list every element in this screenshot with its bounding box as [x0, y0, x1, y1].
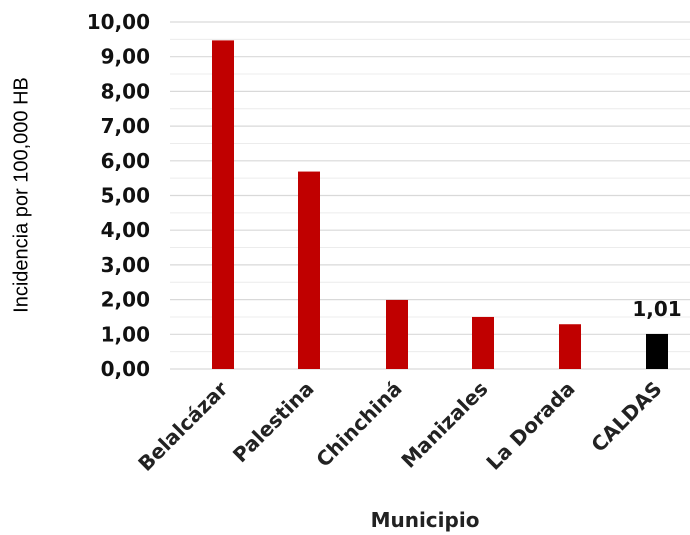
y-tick-label: 10,00 — [87, 10, 150, 34]
bar-palestina — [298, 171, 320, 369]
x-tick-label: CALDAS — [586, 377, 666, 457]
y-tick-label: 2,00 — [101, 288, 150, 312]
data-labels: 1,01 — [632, 297, 681, 321]
y-axis-label: Incidencia por 100,000 HB — [10, 77, 33, 313]
x-tick-label: Palestina — [228, 377, 319, 468]
y-tick-label: 3,00 — [101, 253, 150, 277]
y-tick-label: 6,00 — [101, 149, 150, 173]
x-axis-label: Municipio — [370, 508, 480, 532]
data-label: 1,01 — [632, 297, 681, 321]
bar-chinchin- — [386, 299, 408, 369]
y-tick-label: 1,00 — [101, 322, 150, 346]
y-tick-label: 8,00 — [101, 79, 150, 103]
gridlines — [170, 21, 690, 370]
y-tick-labels: 0,00 1,00 2,00 3,00 4,00 5,00 6,00 7,00 8,00 9,00… — [87, 10, 150, 381]
x-tick-labels: BelalcázarPalestinaChinchináManizalesLa … — [133, 376, 666, 475]
y-tick-label: 7,00 — [101, 114, 150, 138]
x-tick-label: Manizales — [396, 377, 492, 473]
y-tick-label: 9,00 — [101, 45, 150, 69]
bar-manizales — [472, 316, 494, 369]
bar-belalc-zar — [212, 40, 234, 370]
bars — [212, 40, 668, 370]
y-tick-label: 5,00 — [101, 184, 150, 208]
y-tick-label: 0,00 — [101, 357, 150, 381]
bar-caldas — [646, 333, 668, 369]
x-tick-label: Belalcázar — [133, 376, 232, 475]
x-tick-label: La Dorada — [481, 377, 579, 475]
y-tick-label: 4,00 — [101, 218, 150, 242]
bar-la-dorada — [559, 324, 581, 369]
x-tick-label: Chinchiná — [311, 377, 406, 472]
